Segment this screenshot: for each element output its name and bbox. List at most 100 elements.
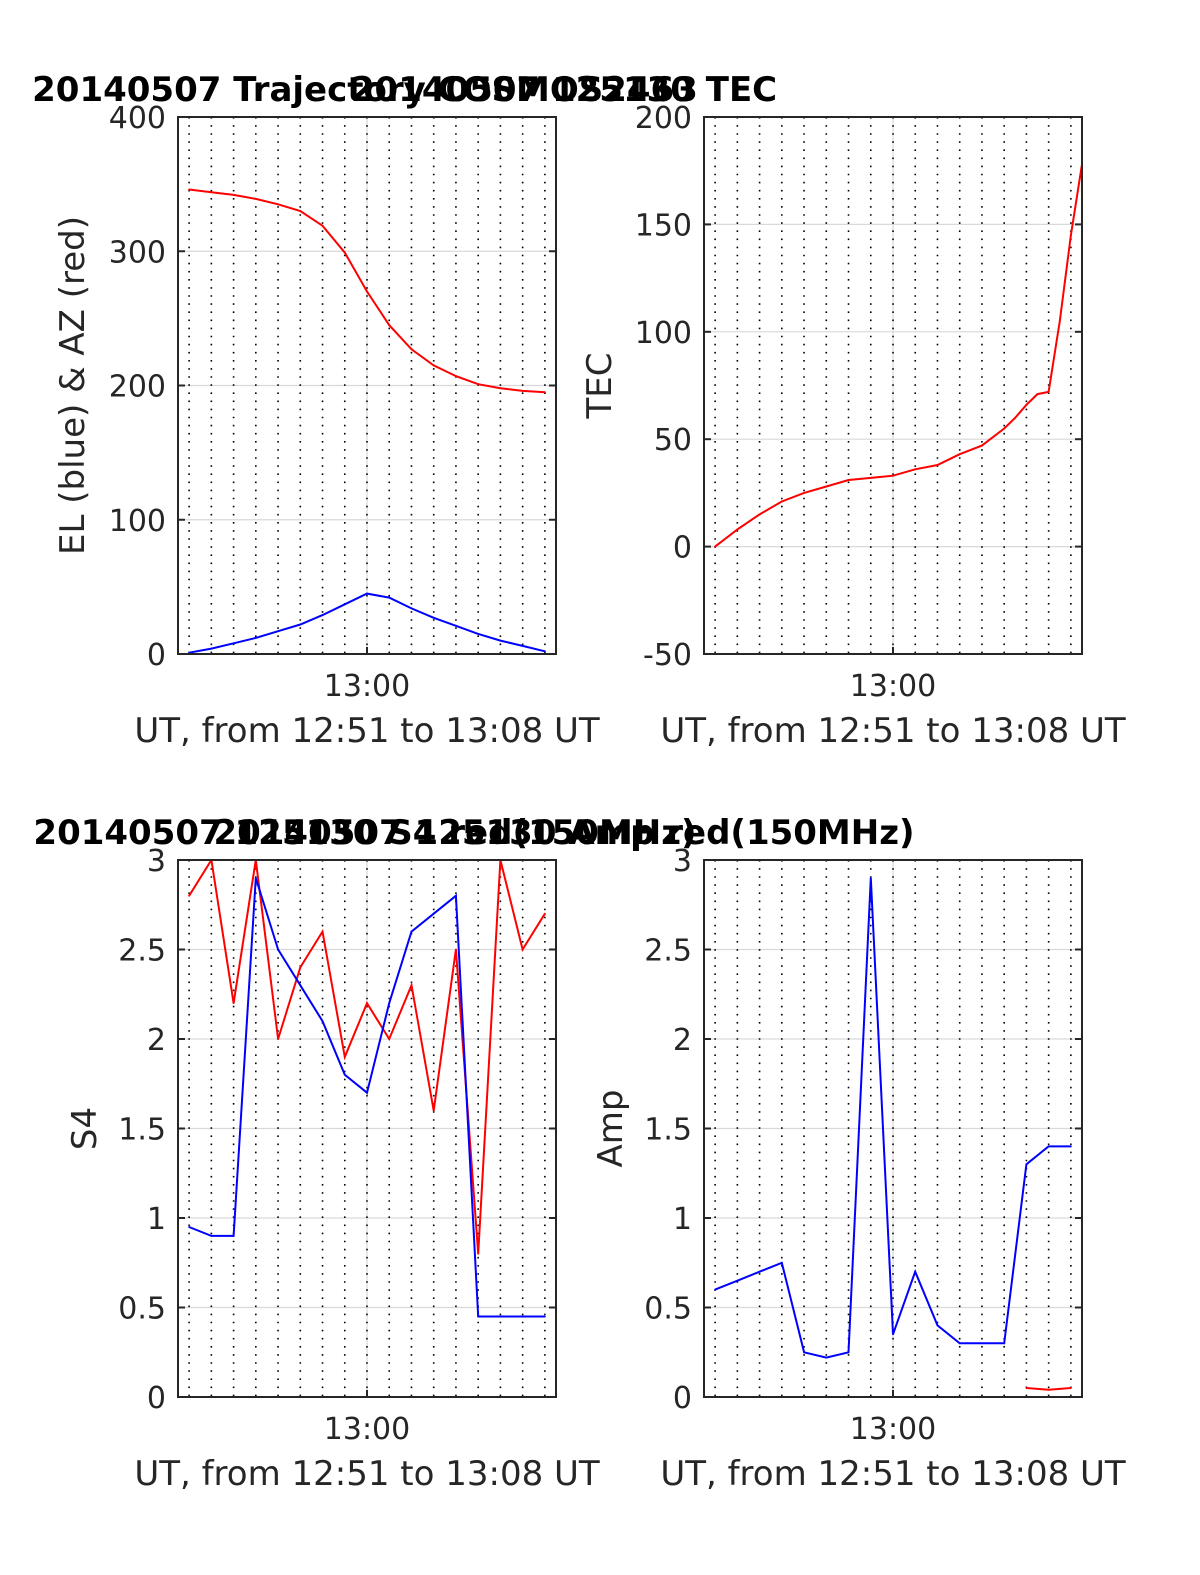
ytick-label: 400 — [109, 101, 166, 136]
data-point — [825, 485, 828, 488]
chart-title: 20140507 125130 S4 red(150MHz) — [33, 813, 696, 853]
ytick-label: 0 — [673, 1381, 692, 1416]
data-point — [366, 290, 368, 293]
ytick-label: 1 — [673, 1202, 692, 1237]
data-point — [714, 1288, 716, 1291]
ytick-label: 0 — [673, 531, 692, 566]
data-point — [232, 1235, 235, 1237]
data-point — [1036, 393, 1039, 395]
data-point — [803, 1351, 805, 1354]
amp-panel: 0 0.5 1 1.5 2 2.5 3 13:00 20140507 125130 Amp re… — [213, 813, 1125, 1494]
ytick-label: 2.5 — [644, 934, 692, 969]
y-axis-label: EL (blue) & AZ (red) — [53, 216, 93, 555]
data-point — [936, 464, 939, 466]
ytick-label: 100 — [635, 316, 692, 351]
data-point — [981, 444, 983, 447]
data-point — [343, 251, 346, 254]
data-point — [388, 324, 391, 326]
data-point — [521, 948, 524, 951]
data-point — [499, 387, 502, 390]
chart-title: 20140507 125130 TEC — [351, 70, 777, 110]
data-point — [958, 453, 961, 456]
data-point — [780, 1261, 783, 1264]
data-point — [544, 650, 546, 653]
data-point — [892, 474, 894, 477]
data-point — [388, 596, 391, 599]
ytick-label: 0.5 — [644, 1292, 692, 1327]
xtick-label: 13:00 — [324, 1412, 410, 1447]
data-point — [188, 894, 191, 897]
data-point — [210, 647, 213, 650]
data-point — [366, 592, 368, 595]
data-point — [254, 877, 257, 879]
data-point — [210, 1235, 213, 1237]
data-point — [1025, 403, 1028, 406]
data-point — [321, 930, 324, 933]
ytick-label: 0 — [147, 638, 166, 673]
data-point — [1003, 427, 1006, 430]
data-point — [321, 1020, 324, 1022]
data-point — [432, 616, 435, 619]
data-point — [432, 1109, 435, 1112]
data-point — [981, 1342, 983, 1345]
data-point — [1070, 1145, 1072, 1148]
data-point — [914, 468, 917, 471]
data-point — [277, 1038, 279, 1040]
data-point — [803, 492, 805, 494]
data-point — [366, 1091, 368, 1094]
ytick-label: 150 — [635, 208, 692, 243]
data-point — [299, 984, 302, 987]
data-point — [780, 500, 783, 503]
ytick-label: 1.5 — [118, 1113, 166, 1148]
data-point — [521, 1315, 524, 1318]
ytick-label: 2 — [147, 1023, 166, 1058]
data-point — [343, 603, 346, 606]
data-point — [1058, 320, 1061, 322]
data-point — [914, 1270, 917, 1273]
data-point — [1014, 416, 1017, 419]
trajectory-panel: 0 100 200 300 400 13:00 20140507 Trajectory CO… — [32, 70, 698, 751]
xtick-label: 13:00 — [324, 669, 410, 704]
data-point — [232, 1002, 235, 1005]
y-axis-label: S4 — [65, 1107, 105, 1150]
data-point — [1070, 1387, 1072, 1389]
data-point — [254, 637, 257, 639]
data-point — [1047, 1388, 1050, 1391]
data-point — [1047, 391, 1050, 393]
x-axis-label: UT, from 12:51 to 13:08 UT — [660, 1454, 1126, 1494]
data-point — [477, 383, 480, 386]
ytick-label: 2.5 — [118, 934, 166, 969]
data-point — [847, 1351, 850, 1354]
data-point — [825, 1356, 828, 1359]
data-point — [343, 1073, 346, 1076]
data-point — [254, 198, 257, 200]
data-point — [521, 645, 524, 647]
ytick-label: 2 — [673, 1023, 692, 1058]
x-axis-label: UT, from 12:51 to 13:08 UT — [134, 1454, 600, 1494]
data-point — [544, 391, 546, 394]
data-point — [521, 390, 524, 392]
data-point — [277, 630, 279, 633]
data-point — [321, 224, 324, 227]
data-point — [714, 545, 716, 548]
data-point — [299, 966, 302, 969]
data-point — [477, 1315, 480, 1318]
data-point — [388, 1002, 391, 1005]
data-point — [299, 210, 302, 212]
ytick-label: 300 — [109, 235, 166, 270]
ytick-label: 1 — [147, 1202, 166, 1237]
data-point — [455, 624, 457, 627]
x-axis-label: UT, from 12:51 to 13:08 UT — [660, 711, 1126, 751]
data-point — [499, 1315, 502, 1318]
data-point — [410, 930, 413, 933]
data-point — [343, 1056, 346, 1058]
data-point — [847, 479, 850, 481]
data-point — [299, 623, 302, 626]
data-point — [869, 877, 872, 879]
xtick-label: 13:00 — [850, 1412, 936, 1447]
ytick-label: 100 — [109, 504, 166, 539]
data-point — [736, 1279, 739, 1282]
data-point — [277, 948, 279, 951]
data-point — [188, 188, 191, 191]
